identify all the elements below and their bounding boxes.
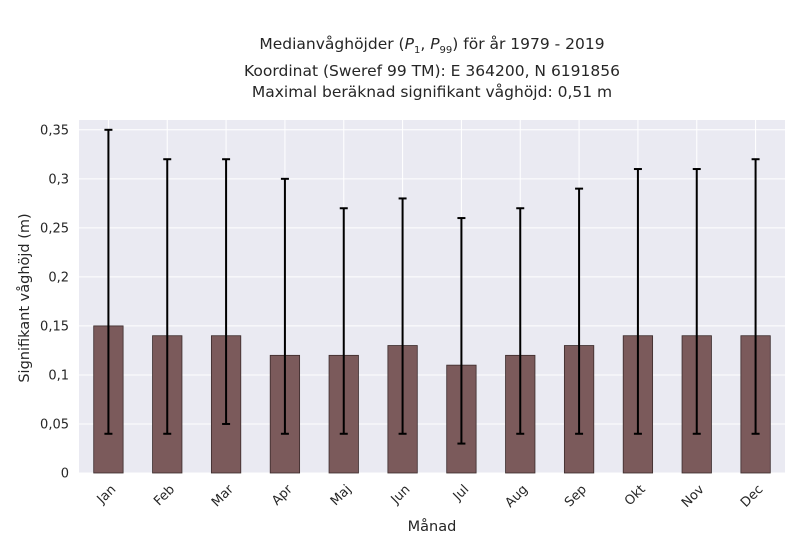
x-tick-label: Aug [503, 482, 532, 511]
x-axis-label: Månad [408, 518, 457, 535]
x-axis-ticks: Jan Feb Mar Apr Maj Jun Jul Aug Sep Okt Nov Dec [94, 482, 767, 511]
error-bars [104, 128, 760, 445]
y-tick-label: 0,15 [40, 319, 69, 334]
chart-title: Medianvåghöjder (P1, P99) för år 1979 - … [0, 34, 800, 103]
x-tick-label: Mar [209, 482, 237, 510]
title-line-2: Koordinat (Sweref 99 TM): E 364200, N 61… [244, 62, 620, 81]
y-tick-label: 0 [61, 467, 69, 482]
x-tick-label: Okt [622, 482, 649, 509]
y-tick-label: 0,3 [48, 172, 69, 187]
x-tick-label: Sep [562, 482, 590, 510]
plot-area [79, 120, 785, 473]
x-tick-label: Apr [269, 482, 296, 509]
x-tick-label: Dec [738, 482, 766, 510]
x-tick-label: Jan [94, 482, 119, 507]
x-tick-label: Jun [388, 482, 414, 508]
x-tick-label: Nov [679, 482, 708, 511]
y-axis-ticks: 0 0,05 0,1 0,15 0,2 0,25 0,3 0,35 [40, 123, 69, 481]
y-tick-label: 0,1 [48, 368, 69, 383]
title-line-3: Maximal beräknad signifikant våghöjd: 0,… [251, 83, 613, 102]
x-tick-label: Feb [151, 482, 178, 509]
title-line-1: Medianvåghöjder (P1, P99) för år 1979 - … [259, 35, 605, 57]
x-tick-label: Maj [328, 482, 355, 509]
y-tick-label: 0,25 [40, 221, 69, 236]
y-tick-label: 0,05 [40, 417, 69, 432]
y-tick-label: 0,2 [48, 270, 69, 285]
x-tick-label: Jul [450, 482, 472, 504]
y-axis-label: Signifikant våghöjd (m) [16, 213, 33, 382]
y-tick-label: 0,35 [40, 123, 69, 138]
